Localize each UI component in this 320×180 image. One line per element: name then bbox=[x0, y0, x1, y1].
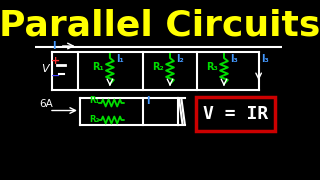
Text: R₃: R₃ bbox=[206, 62, 218, 72]
Text: R₂: R₂ bbox=[152, 62, 164, 72]
Text: I₃: I₃ bbox=[261, 54, 269, 64]
Text: I: I bbox=[146, 96, 150, 106]
Text: +: + bbox=[51, 56, 60, 66]
Text: I: I bbox=[52, 41, 56, 51]
Text: V: V bbox=[41, 64, 49, 74]
Text: −: − bbox=[51, 71, 60, 81]
Text: V = IR: V = IR bbox=[203, 105, 268, 123]
Text: I₁: I₁ bbox=[116, 54, 124, 64]
Text: R₁: R₁ bbox=[89, 96, 99, 105]
Text: R₂: R₂ bbox=[89, 116, 99, 125]
Text: 6A: 6A bbox=[39, 98, 53, 109]
Text: R₁: R₁ bbox=[92, 62, 104, 72]
Text: I₂: I₂ bbox=[176, 54, 184, 64]
FancyBboxPatch shape bbox=[196, 97, 275, 131]
Text: Parallel Circuits: Parallel Circuits bbox=[0, 8, 320, 42]
Text: I₃: I₃ bbox=[230, 54, 238, 64]
